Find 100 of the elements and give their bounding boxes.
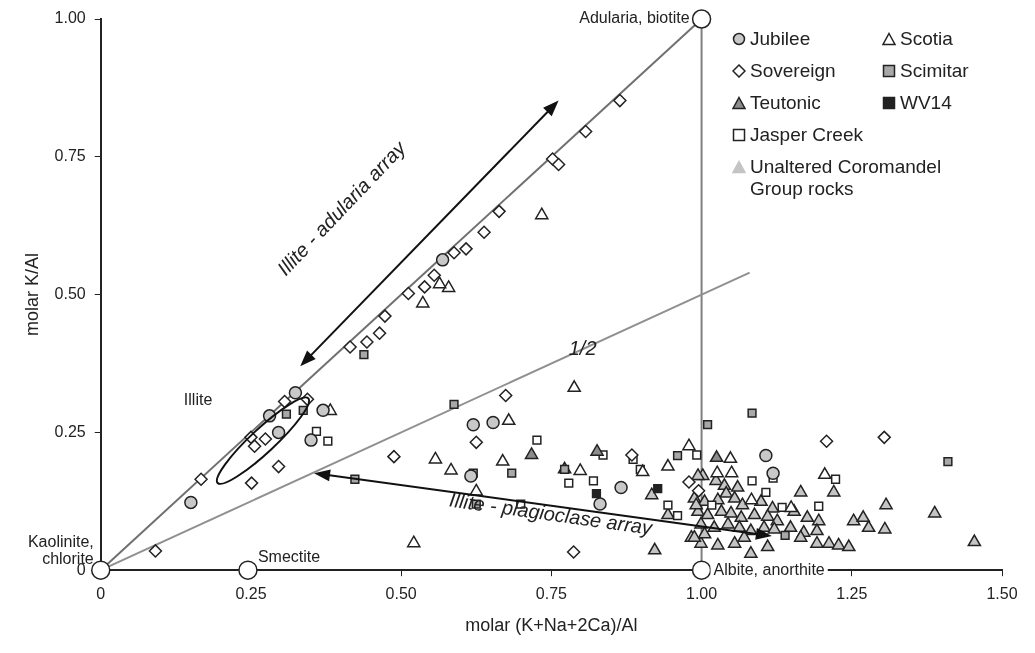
point [507,468,517,478]
legend-label: Jasper Creek [750,124,863,146]
point [194,472,208,486]
point [653,483,663,494]
point [360,335,374,349]
x-tick-label: 1.25 [836,585,868,603]
x-axis-title: molar (K+Na+2Ca)/Al [465,615,638,636]
point [635,464,650,477]
point [566,545,581,559]
point [288,385,303,400]
y-tick-label: 1.00 [54,9,86,27]
point [387,449,401,464]
point [766,466,780,480]
point [277,394,292,409]
point [432,276,447,289]
point [663,500,673,510]
point [723,451,738,464]
point [661,458,675,471]
point [747,476,757,486]
point [567,380,582,392]
annotation: Illite - plagioclase array [447,488,655,539]
point [588,476,599,486]
y-tick-label: 0.75 [54,147,86,165]
annotation: Albite, anorthite [713,560,825,578]
point [578,124,593,139]
point [486,415,500,430]
point [271,459,286,474]
point [692,450,702,460]
point [710,465,725,478]
point [415,295,430,308]
point [359,350,369,360]
point [372,326,387,340]
point [814,501,824,511]
point [702,420,713,430]
point [682,475,696,489]
y-tick-label: 0.25 [54,422,86,440]
annotation: 1/2 [568,337,597,360]
point [247,439,262,453]
point [682,438,696,451]
point [524,447,539,460]
legend-label: WV14 [900,92,952,114]
point [691,9,712,29]
x-tick-label: 1.00 [686,585,718,603]
point [184,495,198,510]
point [492,204,506,219]
annotation: Adularia, biotite [579,9,690,27]
point [417,280,432,294]
point [258,432,273,446]
x-tick-label: 0.25 [235,585,267,603]
point [943,456,953,467]
point [244,476,259,490]
point [777,502,787,512]
legend-label: Sovereign [750,60,836,82]
point [281,409,292,419]
point [672,510,683,521]
point [591,488,602,499]
x-tick-label: 1.50 [986,585,1018,603]
point [551,157,566,172]
point [464,469,478,483]
point [819,434,834,448]
point [672,450,683,461]
point [495,453,510,466]
point [304,433,318,447]
point [724,465,739,478]
point [877,430,891,445]
point [477,225,491,240]
point [780,530,790,541]
point [761,487,771,498]
point [613,93,627,108]
point [447,245,461,260]
point [709,450,724,463]
point [428,451,443,464]
annotation: Smectite [257,547,321,565]
x-tick-label: 0.75 [535,585,568,603]
legend-label: Unaltered Coromandel Group rocks [750,156,943,200]
point [316,403,330,418]
point [466,417,481,432]
point [469,435,484,450]
point [238,560,258,580]
point [590,443,604,456]
point [744,492,759,505]
point [573,463,588,476]
point [459,242,473,256]
legend-label: Teutonic [750,92,821,114]
point [271,425,286,440]
legend-label: Scimitar [900,60,969,82]
point [830,474,841,484]
point [498,388,513,403]
point [625,448,639,462]
point [441,280,456,293]
y-tick-label: 0.50 [54,285,86,303]
point [784,500,798,513]
point [148,544,163,558]
point [406,535,421,548]
point [449,399,459,409]
x-tick-label: 0 [96,585,106,603]
legend-label: Scotia [900,28,953,50]
point [435,253,450,267]
point [707,500,717,510]
point [691,484,706,498]
